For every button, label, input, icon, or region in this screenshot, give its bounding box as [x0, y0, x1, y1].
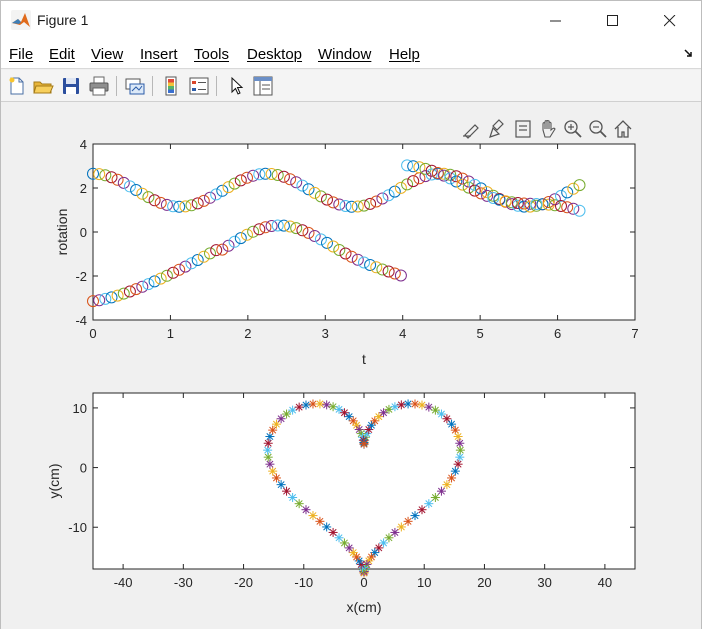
menu-file[interactable]: File — [9, 46, 34, 63]
figure-canvas — [1, 103, 701, 629]
menu-insert[interactable]: Insert — [140, 46, 178, 63]
title-bar: Figure 1 — [1, 1, 701, 41]
toolbar-separator — [216, 76, 217, 96]
menu-view[interactable]: View — [91, 46, 124, 63]
export-icon[interactable] — [461, 118, 483, 140]
save-icon[interactable] — [60, 75, 82, 97]
property-inspector-icon[interactable] — [252, 75, 274, 97]
menu-bar: File Edit View Insert Tools Desktop Wind… — [1, 41, 701, 69]
pan-icon[interactable] — [537, 118, 559, 140]
toolbar-separator — [116, 76, 117, 96]
zoom-out-icon[interactable] — [587, 118, 609, 140]
new-figure-icon[interactable] — [6, 75, 28, 97]
matlab-logo-icon — [11, 10, 31, 30]
maximize-button[interactable] — [590, 1, 636, 41]
minimize-icon — [550, 20, 561, 22]
menu-edit[interactable]: Edit — [49, 46, 75, 63]
minimize-button[interactable] — [533, 1, 579, 41]
menu-tools[interactable]: Tools — [194, 46, 230, 63]
figure-toolbar — [1, 70, 701, 102]
data-tips-icon[interactable] — [512, 118, 534, 140]
open-file-icon[interactable] — [32, 75, 54, 97]
close-icon — [664, 15, 676, 27]
home-icon[interactable] — [612, 118, 634, 140]
window-title: Figure 1 — [37, 12, 89, 28]
brush-icon[interactable] — [487, 118, 509, 140]
dock-arrow-icon[interactable] — [683, 47, 695, 59]
menu-desktop[interactable]: Desktop — [247, 46, 303, 63]
edit-plot-icon[interactable] — [226, 75, 248, 97]
maximize-icon — [607, 15, 618, 26]
toolbar-separator — [152, 76, 153, 96]
link-plot-icon[interactable] — [124, 75, 146, 97]
insert-legend-icon[interactable] — [188, 75, 210, 97]
menu-help[interactable]: Help — [389, 46, 420, 63]
print-icon[interactable] — [88, 75, 110, 97]
close-button[interactable] — [647, 1, 693, 41]
insert-colorbar-icon[interactable] — [160, 75, 182, 97]
menu-window[interactable]: Window — [318, 46, 372, 63]
zoom-in-icon[interactable] — [562, 118, 584, 140]
